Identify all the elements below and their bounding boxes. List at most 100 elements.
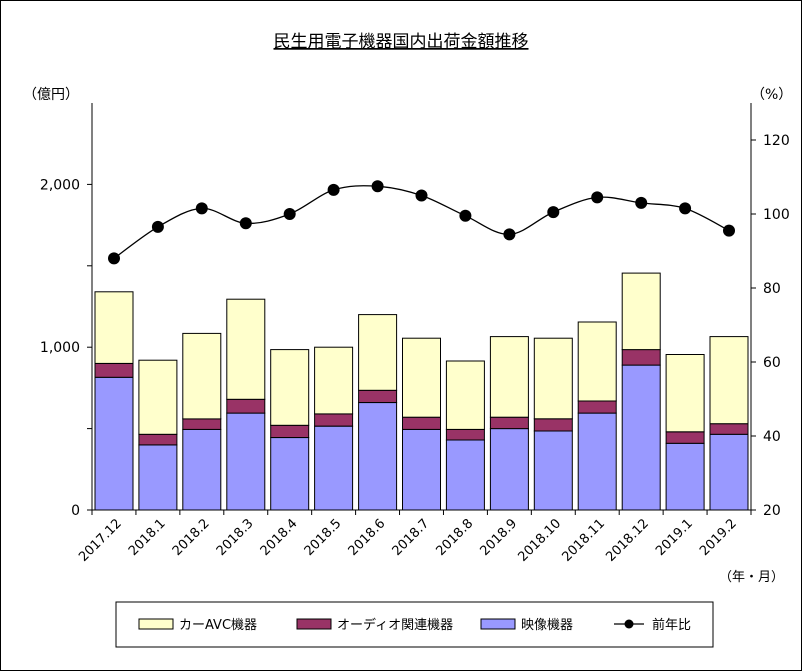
ratio-point-9 (503, 228, 516, 241)
ratio-point-4 (283, 208, 296, 220)
ratio-point-6 (371, 180, 384, 193)
bar-2-14 (709, 336, 749, 425)
ratio-point-10 (547, 206, 560, 219)
bar-1-7 (402, 416, 441, 430)
bar-0-4 (270, 437, 310, 511)
left-tick-label-2: 2,000 (40, 177, 80, 193)
x-tick-label-0: 2017.12 (76, 516, 125, 565)
bar-0-9 (489, 428, 529, 511)
line-layer (108, 180, 735, 265)
legend: カーAVC機器 オーディオ関連機器 映像機器 前年比 (138, 617, 691, 633)
ratio-point-0 (108, 252, 120, 265)
bar-0-6 (358, 402, 398, 511)
legend-line-marker (624, 619, 634, 629)
x-tick-label-11: 2018.11 (559, 516, 608, 565)
x-tick-label-9: 2018.9 (477, 516, 520, 559)
bar-1-0 (94, 363, 134, 378)
x-tick-label-2: 2018.2 (170, 516, 213, 559)
ratio-point-2 (195, 202, 208, 215)
bar-1-13 (665, 431, 705, 444)
bar-0-8 (445, 439, 485, 511)
x-tick-label-3: 2018.3 (214, 516, 257, 559)
legend-label-1: オーディオ関連機器 (337, 617, 453, 633)
bar-2-2 (182, 332, 222, 420)
bar-2-1 (138, 359, 178, 435)
bar-0-7 (402, 428, 441, 511)
bar-2-4 (270, 349, 310, 426)
bar-2-0 (94, 291, 134, 364)
x-axis-unit: （年・月） (719, 570, 784, 585)
legend-label-3: 前年比 (652, 617, 691, 633)
chart-title: 民生用電子機器国内出荷金額推移 (274, 32, 529, 52)
legend-label-2: 映像機器 (521, 618, 573, 633)
left-tick-label-0: 0 (71, 503, 80, 519)
bar-1-2 (182, 418, 222, 430)
ratio-point-12 (635, 196, 648, 209)
bar-0-2 (182, 428, 222, 511)
ratio-point-13 (679, 202, 692, 215)
bar-2-6 (358, 314, 398, 391)
bar-0-10 (533, 430, 573, 511)
ratio-point-1 (151, 220, 164, 233)
bar-0-14 (709, 433, 749, 511)
bar-0-11 (577, 412, 617, 511)
bar-2-3 (226, 298, 266, 400)
bar-2-11 (577, 321, 617, 402)
ratio-point-14 (723, 224, 735, 237)
x-tick-labels: 2017.12 2018.1 2018.2 2018.3 2018.4 2018.5 201… (76, 516, 740, 565)
bar-0-1 (138, 444, 178, 511)
bar-2-9 (489, 336, 529, 418)
right-tick-label-2: 60 (763, 355, 781, 371)
bar-1-5 (314, 413, 354, 427)
x-tick-label-1: 2018.1 (126, 516, 169, 559)
left-axis-unit: （億円） (23, 87, 79, 103)
right-axis-unit: （%） (751, 87, 792, 103)
axes-layer: 0 1,000 2,000 20 40 60 80 100 120 (40, 103, 790, 519)
x-tick-label-6: 2018.6 (346, 516, 389, 559)
left-tick-label-1: 1,000 (40, 340, 80, 356)
bar-1-1 (138, 433, 178, 446)
bar-1-12 (621, 349, 661, 366)
right-tick-label-5: 120 (763, 133, 790, 149)
ratio-point-5 (327, 183, 340, 196)
x-tick-label-10: 2018.10 (516, 516, 565, 565)
bar-2-12 (621, 272, 661, 351)
ratio-point-8 (459, 209, 472, 222)
x-tick-label-7: 2018.7 (390, 516, 433, 559)
right-tick-label-0: 20 (763, 503, 781, 519)
ratio-point-3 (239, 217, 252, 230)
bars-layer (94, 272, 749, 511)
x-tick-label-14: 2019.2 (697, 516, 740, 559)
bar-1-3 (226, 398, 266, 414)
right-tick-label-4: 100 (763, 207, 790, 223)
bar-1-14 (709, 423, 749, 435)
bar-0-0 (94, 376, 134, 511)
legend-swatch-0 (138, 618, 174, 630)
legend-box (115, 601, 714, 648)
x-tick-label-4: 2018.4 (258, 516, 301, 559)
x-tick-label-13: 2019.1 (653, 516, 696, 559)
bar-2-7 (402, 337, 441, 418)
x-tick-label-8: 2018.8 (433, 516, 476, 559)
x-tick-label-12: 2018.12 (603, 516, 652, 565)
bar-1-4 (270, 424, 310, 438)
bar-2-13 (665, 354, 705, 433)
right-tick-label-3: 80 (763, 281, 781, 297)
x-tick-label-5: 2018.5 (302, 516, 345, 559)
legend-label-0: カーAVC機器 (179, 618, 257, 633)
bar-2-10 (533, 337, 573, 420)
bar-1-6 (358, 389, 398, 403)
ratio-point-11 (591, 191, 604, 204)
bar-0-12 (621, 364, 661, 511)
right-tick-label-1: 40 (763, 429, 781, 445)
bar-2-5 (314, 346, 354, 415)
bar-0-3 (226, 412, 266, 511)
bar-0-5 (314, 425, 354, 511)
bar-1-11 (577, 400, 617, 414)
bar-2-8 (445, 360, 485, 430)
ratio-point-7 (415, 189, 428, 202)
bar-1-9 (489, 416, 529, 430)
bar-0-13 (665, 442, 705, 511)
